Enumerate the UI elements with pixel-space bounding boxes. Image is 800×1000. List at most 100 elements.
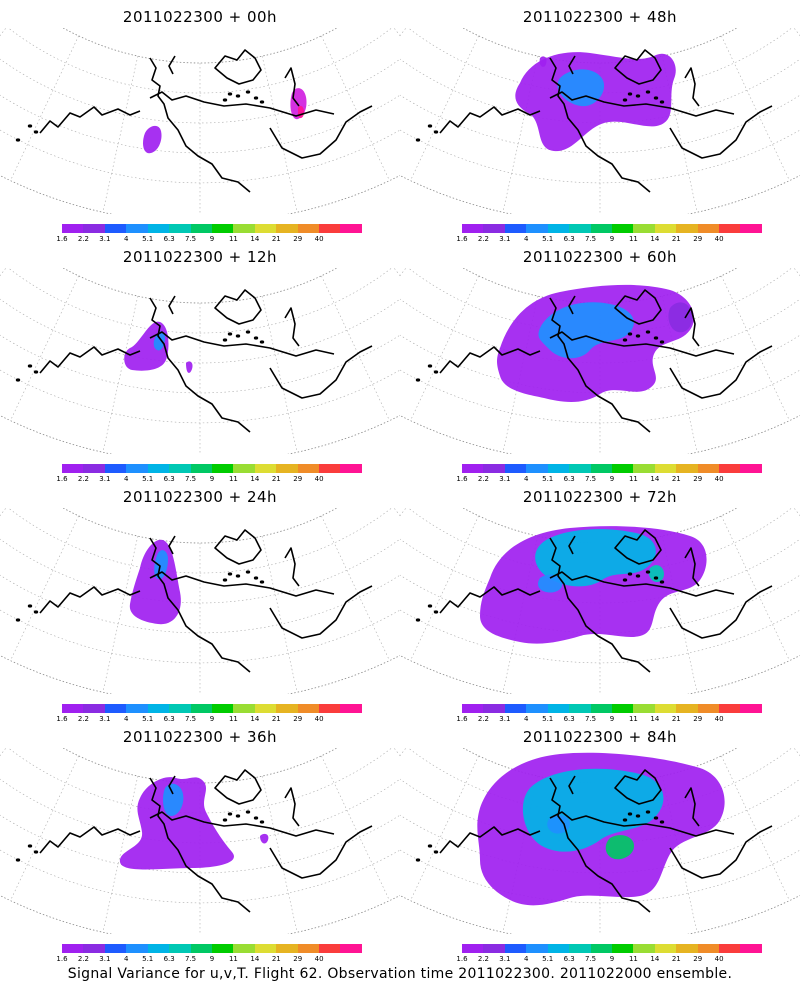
- colorbar-swatch: [611, 944, 634, 953]
- meridian-gridline: [400, 28, 407, 37]
- polar-map: [400, 268, 800, 454]
- meridian-gridline: [793, 28, 800, 37]
- panel-title: 2011022300 + 60h: [522, 248, 678, 266]
- meridian-gridline: [721, 515, 790, 661]
- meridian-gridline: [321, 35, 390, 181]
- island: [627, 572, 633, 576]
- coastline: [439, 106, 541, 134]
- colorbar-swatch: [340, 464, 362, 473]
- latitude-gridline: [0, 609, 400, 664]
- polar-map: [0, 268, 400, 454]
- colorbar-tick-label: 21: [671, 715, 681, 723]
- colorbar-swatch: [633, 704, 655, 713]
- coastline: [614, 49, 662, 85]
- coastline: [439, 586, 541, 614]
- colorbar-tick-label: 5.1: [142, 955, 154, 963]
- colorbar-tick-label: 40: [714, 955, 724, 963]
- colorbar-tick-label: 40: [714, 475, 724, 483]
- colorbar-swatch: [740, 944, 762, 953]
- colorbar-swatch: [504, 464, 527, 473]
- colorbar-swatch: [719, 944, 741, 953]
- colorbar-swatch: [697, 224, 720, 233]
- colorbar-swatch: [483, 704, 505, 713]
- colorbar-tick-label: 9: [609, 955, 615, 963]
- colorbar-swatch: [233, 224, 255, 233]
- colorbar-tick-label: 5.1: [542, 475, 554, 483]
- colorbar-swatch: [319, 704, 341, 713]
- colorbar-swatch: [104, 704, 127, 713]
- coastline: [214, 529, 262, 565]
- colorbar-tick-label: 7.5: [584, 475, 597, 483]
- island: [659, 580, 665, 584]
- island: [227, 92, 233, 96]
- colorbar-swatch: [462, 944, 484, 953]
- variance-contour: [260, 833, 269, 844]
- coastline: [214, 49, 262, 85]
- colorbar-swatch: [254, 944, 277, 953]
- colorbar-tick-label: 14: [650, 475, 660, 483]
- colorbar-tick-label: 14: [250, 955, 260, 963]
- colorbar-tick-label: 1.6: [56, 475, 68, 483]
- coastline: [149, 91, 335, 117]
- colorbar-labels: 1.6 2.2 3.1 4 5.1 6.3 7.5 9 11 14 21 29 40: [56, 715, 362, 725]
- island: [259, 100, 265, 104]
- colorbar-tick-label: 2.2: [77, 475, 89, 483]
- meridian-gridline: [261, 776, 298, 933]
- colorbar-tick-label: 7.5: [184, 715, 197, 723]
- colorbar-tick-label: 1.6: [456, 955, 468, 963]
- island: [227, 332, 233, 336]
- colorbar-labels: 1.6 2.2 3.1 4 5.1 6.3 7.5 9 11 14 21 29 40: [456, 235, 762, 245]
- island: [15, 618, 21, 622]
- coastline: [149, 811, 335, 837]
- map-boundary: [0, 508, 400, 694]
- colorbar-tick-label: 2.2: [477, 475, 489, 483]
- colorbar-tick-label: 21: [271, 235, 281, 243]
- coastline: [284, 307, 300, 347]
- meridian-gridline: [502, 536, 539, 693]
- colorbar-tick-label: 3.1: [99, 955, 111, 963]
- colorbar-tick-label: 11: [628, 955, 638, 963]
- colorbar-swatch: [169, 944, 191, 953]
- latitude-gridline: [7, 268, 393, 334]
- panel-title: 2011022300 + 48h: [522, 8, 678, 26]
- colorbar-tick-label: 2.2: [477, 715, 489, 723]
- colorbar: [462, 704, 762, 713]
- colorbar-swatch: [676, 704, 698, 713]
- colorbar-swatch: [62, 464, 84, 473]
- island: [245, 570, 251, 574]
- variance-contour: [539, 56, 547, 67]
- panel-title: 2011022300 + 72h: [522, 488, 678, 506]
- island: [33, 130, 39, 134]
- colorbar-swatch: [169, 704, 191, 713]
- colorbar-swatch: [211, 704, 234, 713]
- coastline: [214, 289, 262, 325]
- coastline: [684, 547, 700, 587]
- island: [235, 574, 241, 578]
- colorbar-swatch: [483, 464, 505, 473]
- colorbar-tick-label: 9: [209, 715, 215, 723]
- colorbar-swatch: [62, 944, 84, 953]
- meridian-gridline: [661, 536, 698, 693]
- variance-contour: [129, 539, 181, 625]
- coastline: [568, 55, 576, 75]
- island: [635, 574, 641, 578]
- meridian-gridline: [393, 268, 400, 277]
- meridian-gridline: [102, 536, 139, 693]
- island: [222, 338, 228, 342]
- meridian-gridline: [102, 56, 139, 213]
- variance-contour: [668, 302, 693, 333]
- latitude-gridline: [7, 508, 393, 574]
- island: [645, 90, 651, 94]
- coastline: [669, 585, 773, 639]
- meridian-gridline: [502, 296, 539, 453]
- variance-contour: [153, 331, 165, 351]
- island: [15, 378, 21, 382]
- colorbar-tick-label: 1.6: [456, 235, 468, 243]
- coastline: [214, 769, 262, 805]
- colorbar-tick-label: 4: [124, 475, 129, 483]
- map-panel: 2011022300 + 60h 1.6 2.2 3.1 4 5.1 6.3 7.5 9 11 14…: [400, 240, 800, 483]
- colorbar-tick-label: 29: [293, 235, 303, 243]
- colorbar-swatch: [547, 944, 570, 953]
- meridian-gridline: [661, 776, 698, 933]
- colorbar-tick-label: 6.3: [563, 955, 575, 963]
